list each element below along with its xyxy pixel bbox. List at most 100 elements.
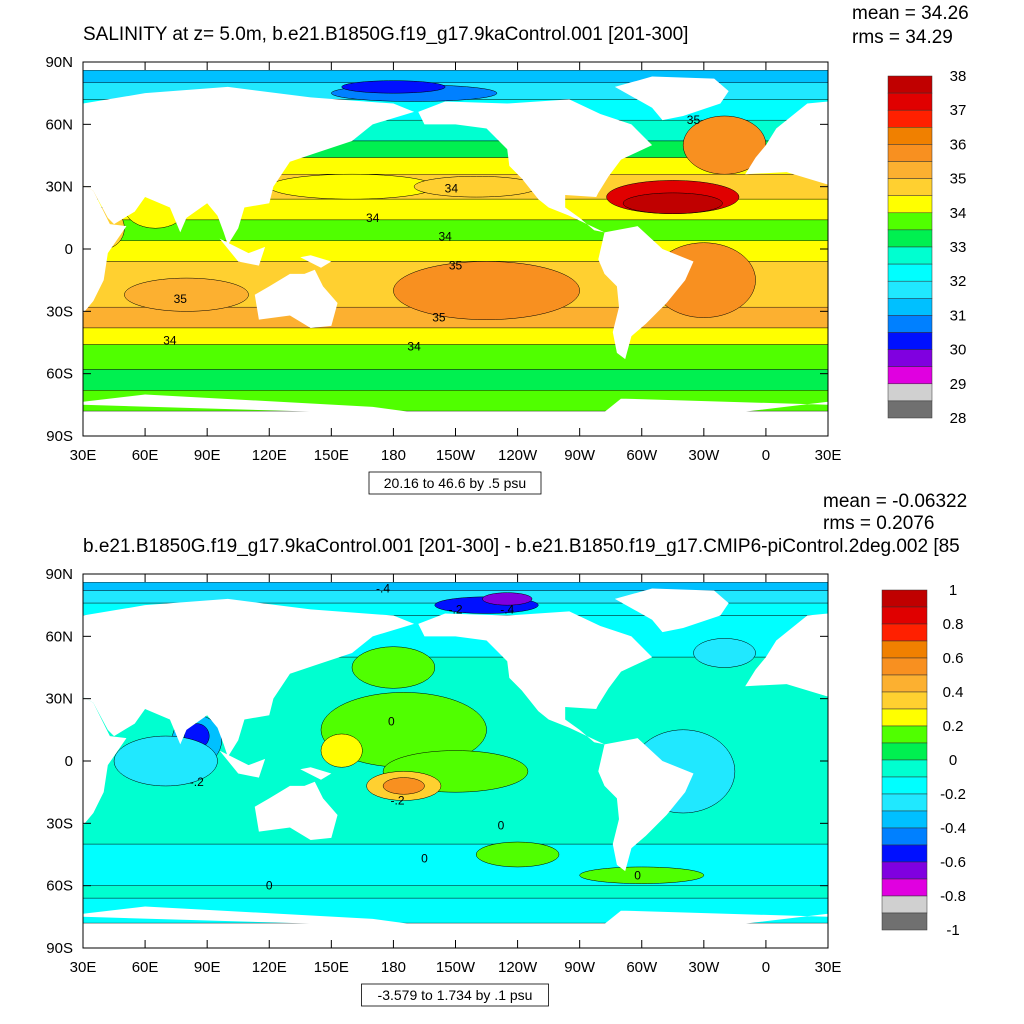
colorbar-swatch — [881, 691, 928, 710]
x-tick-label: 30W — [688, 447, 720, 464]
x-tick-label: 90E — [194, 447, 221, 464]
land-mask — [83, 184, 127, 314]
x-tick-label: 90W — [564, 959, 596, 976]
land-mask — [600, 893, 828, 928]
x-tick-label: 0 — [762, 447, 770, 464]
colorbar-swatch — [887, 161, 933, 179]
info-box-frame — [361, 983, 549, 1007]
contour-label: 34 — [163, 333, 177, 347]
colorbar-swatch — [887, 144, 933, 162]
colorbar-label: 30 — [950, 342, 967, 359]
contour-label: 0 — [266, 879, 273, 893]
contour-region — [693, 638, 756, 668]
x-tick-label: 120E — [252, 959, 287, 976]
colorbar-label: -0.4 — [940, 820, 966, 837]
colorbar-label: 0.8 — [943, 616, 964, 633]
y-tick-label: 90S — [46, 428, 73, 445]
x-tick-label: 120E — [252, 447, 287, 464]
y-tick-label: 90S — [46, 940, 73, 957]
info-text: 20.16 to 46.6 by .5 psu — [384, 475, 526, 491]
colorbar-swatch — [887, 212, 933, 231]
land-mask — [300, 255, 332, 268]
x-tick-label: 30E — [815, 959, 842, 976]
colorbar-swatch — [881, 725, 928, 744]
contour-region — [475, 841, 560, 868]
land-mask — [598, 226, 694, 360]
land-mask — [219, 238, 266, 266]
plot-title: b.e21.B1850G.f19_g17.9kaControl.001 [201… — [83, 536, 960, 557]
contour-region — [269, 173, 436, 200]
colorbar-label: 34 — [950, 205, 967, 222]
colorbar-label: 35 — [950, 171, 967, 188]
land-mask — [83, 86, 415, 245]
map-field — [0, 70, 828, 416]
land-mask — [83, 696, 127, 826]
plot-title: SALINITY at z= 5.0m, b.e21.B1850G.f19_g1… — [83, 24, 688, 45]
contour-label: 0 — [421, 852, 428, 866]
colorbar-swatch — [881, 674, 928, 693]
contour-label: 35 — [687, 113, 701, 127]
colorbar-swatch — [881, 640, 928, 659]
colorbar-swatch — [887, 315, 933, 333]
colorbar-label: -1 — [946, 922, 959, 939]
colorbar-swatch — [881, 742, 928, 761]
land-mask — [0, 101, 83, 184]
x-tick-label: 150E — [314, 959, 349, 976]
contour-band — [83, 885, 828, 899]
colorbar-swatch — [887, 366, 933, 385]
colorbar-label: 31 — [950, 307, 967, 324]
colorbar-swatch — [881, 759, 928, 778]
x-tick-label: 30E — [70, 447, 97, 464]
contour-region — [382, 777, 425, 795]
land-mask — [598, 738, 694, 872]
colorbar-swatch — [887, 280, 933, 299]
x-tick-label: 30E — [815, 447, 842, 464]
colorbar-swatch — [881, 657, 928, 676]
contour-label: 34 — [366, 211, 380, 225]
rms-stat: rms = 0.2076 — [823, 513, 934, 534]
contour-label: 35 — [432, 311, 446, 325]
contour-label: -.4 — [500, 602, 514, 616]
colorbar-swatch — [881, 606, 928, 625]
land-mask — [614, 588, 729, 633]
contour-band — [83, 843, 828, 886]
x-tick-label: 30W — [688, 959, 720, 976]
colorbar-label: 1 — [949, 582, 957, 599]
contour-region — [113, 735, 218, 787]
y-tick-label: 30S — [46, 303, 73, 320]
x-tick-label: 120W — [498, 959, 538, 976]
contour-band — [83, 582, 828, 591]
contour-region — [413, 176, 539, 198]
land-mask — [745, 101, 828, 185]
colorbar: 1 0.8 0.6 0.4 0.2 0 -0.2 -0.4 -0.6 -0.8 -1 — [881, 582, 966, 939]
land-mask — [300, 767, 332, 780]
land-mask — [83, 598, 415, 757]
y-tick-label: 0 — [65, 753, 73, 770]
salinity-map-panel: 35 34 34 34 35 35 35 34 34 30E 60E 90E 120E 150E 180 15… — [0, 3, 969, 495]
colorbar-swatch — [887, 400, 933, 419]
contour-label: 0 — [498, 818, 505, 832]
colorbar-label: 38 — [950, 68, 967, 85]
y-tick-label: 90N — [45, 54, 73, 71]
contour-region — [682, 115, 767, 175]
land-mask — [418, 611, 653, 745]
mean-stat: mean = -0.06322 — [823, 491, 967, 512]
contour-region — [341, 80, 446, 94]
x-tick-label: 30E — [70, 959, 97, 976]
colorbar-swatch — [881, 708, 928, 727]
colorbar: 38 37 36 35 34 33 32 31 30 29 28 — [887, 68, 967, 427]
mean-stat: mean = 34.26 — [852, 3, 969, 24]
contour-band — [83, 369, 828, 391]
contour-label: -.4 — [376, 582, 390, 596]
y-tick-label: 30N — [45, 691, 73, 708]
contour-region — [124, 277, 249, 312]
map-field — [83, 582, 828, 928]
colorbar-label: 0.6 — [943, 650, 964, 667]
contour-band — [83, 219, 828, 241]
colorbar-swatch — [881, 844, 928, 863]
land-mask — [83, 394, 435, 416]
contour-band — [83, 327, 828, 345]
colorbar-swatch — [887, 263, 933, 282]
colorbar-swatch — [887, 92, 933, 111]
